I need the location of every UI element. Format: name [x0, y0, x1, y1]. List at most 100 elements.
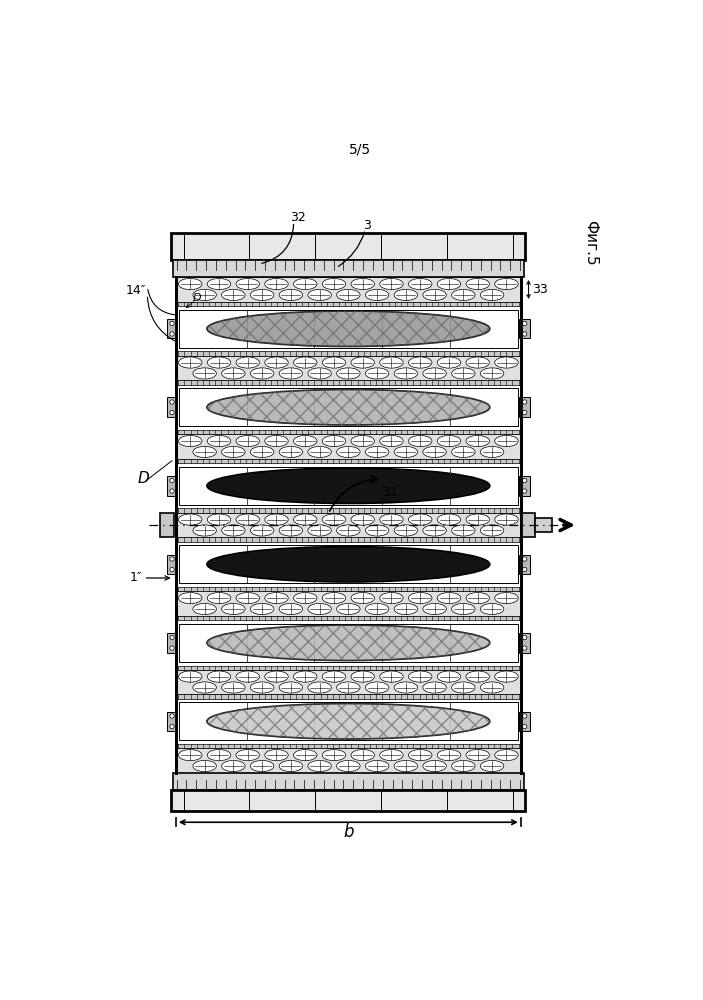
Circle shape [522, 400, 527, 404]
Ellipse shape [308, 603, 331, 615]
Ellipse shape [380, 671, 404, 682]
Ellipse shape [451, 446, 475, 458]
Ellipse shape [366, 289, 389, 301]
Circle shape [170, 557, 174, 561]
Ellipse shape [193, 525, 217, 536]
Bar [176, 434, 521, 459]
Ellipse shape [179, 514, 202, 525]
Bar [167, 319, 177, 338]
Ellipse shape [351, 357, 375, 368]
Bar [172, 790, 525, 811]
Ellipse shape [221, 603, 245, 615]
Ellipse shape [437, 750, 460, 761]
Ellipse shape [480, 289, 504, 301]
Ellipse shape [294, 435, 317, 447]
Bar [179, 467, 517, 505]
Circle shape [170, 724, 174, 729]
Ellipse shape [207, 357, 231, 368]
Ellipse shape [351, 671, 375, 682]
Ellipse shape [308, 446, 331, 458]
Ellipse shape [394, 446, 418, 458]
Bar [520, 555, 530, 574]
Ellipse shape [380, 514, 404, 525]
Ellipse shape [466, 357, 489, 368]
Ellipse shape [466, 514, 489, 525]
Ellipse shape [394, 368, 418, 379]
Ellipse shape [236, 593, 259, 604]
Circle shape [170, 646, 174, 650]
Ellipse shape [279, 525, 302, 536]
Circle shape [522, 646, 527, 650]
Text: D: D [138, 471, 150, 486]
Circle shape [522, 332, 527, 336]
Ellipse shape [408, 435, 432, 447]
Ellipse shape [179, 435, 202, 447]
Ellipse shape [423, 682, 446, 693]
Ellipse shape [236, 750, 259, 761]
Ellipse shape [294, 671, 317, 682]
Ellipse shape [207, 704, 490, 739]
Ellipse shape [495, 435, 518, 447]
Ellipse shape [466, 671, 489, 682]
Text: D: D [193, 293, 202, 303]
Ellipse shape [408, 357, 432, 368]
Bar [176, 744, 521, 748]
Ellipse shape [322, 435, 346, 447]
Ellipse shape [437, 514, 460, 525]
Ellipse shape [394, 525, 418, 536]
Bar [520, 397, 530, 417]
Ellipse shape [451, 603, 475, 615]
Bar [167, 555, 177, 574]
Bar [176, 513, 521, 537]
Ellipse shape [179, 278, 202, 290]
Circle shape [170, 714, 174, 718]
Ellipse shape [179, 357, 202, 368]
Ellipse shape [423, 603, 446, 615]
Ellipse shape [265, 593, 288, 604]
Circle shape [170, 332, 174, 336]
Ellipse shape [265, 671, 288, 682]
Bar [176, 587, 521, 591]
Ellipse shape [221, 525, 245, 536]
Bar [179, 545, 517, 583]
Ellipse shape [351, 593, 375, 604]
Bar [167, 633, 177, 653]
Ellipse shape [193, 603, 217, 615]
Text: 14″: 14″ [125, 284, 146, 297]
Ellipse shape [451, 368, 475, 379]
Ellipse shape [207, 625, 490, 661]
Ellipse shape [451, 289, 475, 301]
Bar [520, 319, 530, 338]
Bar [176, 508, 521, 513]
Circle shape [170, 489, 174, 493]
Ellipse shape [351, 435, 375, 447]
Bar [176, 356, 521, 380]
Ellipse shape [207, 311, 490, 346]
Ellipse shape [337, 446, 360, 458]
Bar [520, 476, 530, 496]
Ellipse shape [408, 593, 432, 604]
Ellipse shape [380, 435, 404, 447]
Circle shape [522, 567, 527, 572]
Ellipse shape [279, 368, 302, 379]
Bar [176, 670, 521, 694]
Ellipse shape [366, 368, 389, 379]
Text: 5/5: 5/5 [349, 142, 371, 156]
Ellipse shape [495, 278, 518, 290]
Ellipse shape [322, 671, 346, 682]
Ellipse shape [423, 289, 446, 301]
Ellipse shape [322, 750, 346, 761]
Bar [176, 302, 521, 306]
Ellipse shape [495, 671, 518, 682]
Ellipse shape [294, 278, 317, 290]
Ellipse shape [322, 357, 346, 368]
Ellipse shape [221, 760, 245, 772]
Bar [176, 459, 521, 463]
Ellipse shape [423, 446, 446, 458]
Ellipse shape [437, 278, 460, 290]
Bar [173, 260, 524, 277]
Ellipse shape [279, 289, 302, 301]
Ellipse shape [351, 514, 375, 525]
Bar [176, 380, 521, 385]
Bar [172, 233, 525, 260]
